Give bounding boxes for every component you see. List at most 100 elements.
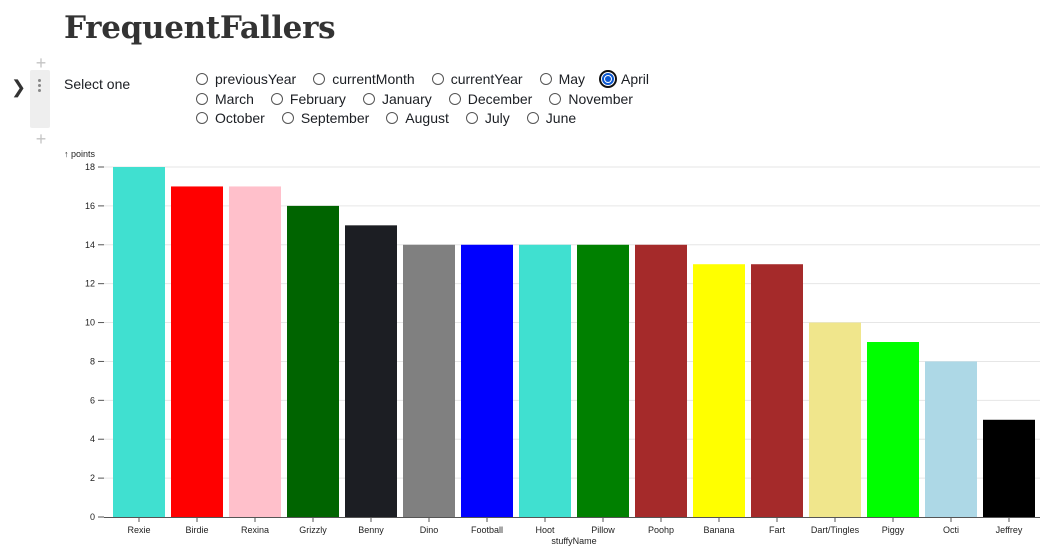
radio-button[interactable] — [196, 93, 208, 105]
radio-option-september[interactable]: September — [281, 110, 370, 126]
x-tick-label: Pillow — [591, 525, 615, 535]
radio-button[interactable] — [431, 73, 444, 85]
x-tick-label: Poohp — [648, 525, 674, 535]
y-tick-label: 10 — [85, 318, 95, 328]
y-tick-label: 8 — [90, 356, 95, 366]
radio-option-january[interactable]: January — [362, 91, 432, 107]
radio-button[interactable] — [448, 93, 461, 105]
radio-option-march[interactable]: March — [196, 91, 254, 107]
radio-option-label: March — [215, 91, 254, 107]
bar-dart-tingles — [809, 322, 861, 517]
bar-benny — [345, 225, 397, 518]
radio-option-label: previousYear — [215, 71, 297, 87]
y-tick-label: 12 — [85, 279, 95, 289]
radio-button[interactable] — [539, 73, 552, 85]
radio-button[interactable] — [465, 112, 478, 124]
radio-option-april[interactable]: April — [599, 70, 650, 88]
x-tick-label: Football — [471, 525, 503, 535]
radio-option-february[interactable]: February — [270, 91, 346, 107]
radio-option-november[interactable]: November — [549, 91, 633, 107]
radio-button[interactable] — [386, 112, 399, 124]
y-tick-label: 4 — [90, 434, 95, 444]
bar-rexie — [113, 167, 165, 517]
radio-option-label: May — [558, 71, 586, 87]
x-tick-label: Birdie — [185, 525, 208, 535]
add-cell-above-plus-icon[interactable]: + — [35, 53, 47, 73]
radio-option-december[interactable]: December — [448, 91, 533, 107]
radio-option-label: August — [405, 110, 449, 126]
radio-row: October September August July June — [196, 108, 593, 128]
x-tick-label: Rexie — [127, 525, 150, 535]
radio-option-label: November — [568, 91, 633, 107]
radio-option-label: September — [300, 110, 370, 126]
radio-option-previousyear[interactable]: previousYear — [196, 71, 296, 87]
radio-button[interactable] — [599, 70, 618, 88]
radio-row: March February January December November — [196, 89, 650, 109]
bar-football — [461, 244, 513, 517]
y-tick-label: 16 — [85, 201, 95, 211]
x-tick-label: Hoot — [535, 525, 555, 535]
y-tick-label: 2 — [90, 473, 95, 483]
radio-option-label: January — [381, 91, 432, 107]
y-tick-label: 14 — [85, 240, 95, 250]
x-tick-label: Rexina — [241, 525, 269, 535]
radio-button[interactable] — [196, 73, 208, 85]
x-axis-label: stuffyName — [551, 536, 596, 546]
page-title: FrequentFallers — [64, 10, 336, 46]
bar-banana — [693, 264, 745, 517]
radio-option-label: June — [545, 110, 577, 126]
x-tick-label: Dino — [420, 525, 439, 535]
radio-option-label: April — [621, 71, 650, 87]
drag-handle-icon — [38, 79, 42, 94]
radio-button[interactable] — [313, 73, 326, 85]
x-tick-label: Banana — [703, 525, 734, 535]
radio-button[interactable] — [270, 93, 283, 105]
radio-option-currentmonth[interactable]: currentMonth — [313, 71, 415, 87]
x-tick-label: Benny — [358, 525, 384, 535]
radio-option-label: currentYear — [450, 71, 523, 87]
chevron-right-icon[interactable]: ❯ — [11, 77, 27, 97]
radio-option-label: December — [467, 91, 533, 107]
bar-hoot — [519, 244, 571, 517]
radio-option-october[interactable]: October — [196, 110, 265, 126]
radio-option-may[interactable]: May — [539, 71, 586, 87]
radio-option-august[interactable]: August — [386, 110, 449, 126]
radio-button[interactable] — [196, 112, 208, 124]
radio-option-label: February — [289, 91, 346, 107]
x-tick-label: Jeffrey — [996, 525, 1023, 535]
radio-button[interactable] — [549, 93, 562, 105]
bar-fart — [751, 264, 803, 517]
y-tick-label: 0 — [90, 512, 95, 522]
bar-jeffrey — [983, 419, 1035, 517]
cell-drag-handle[interactable] — [30, 70, 50, 128]
bar-poohp — [635, 244, 687, 517]
y-axis-label: ↑ points — [64, 149, 96, 159]
radio-option-june[interactable]: June — [526, 110, 577, 126]
radio-option-currentyear[interactable]: currentYear — [431, 71, 523, 87]
y-tick-label: 18 — [85, 162, 95, 172]
bar-dino — [403, 244, 455, 517]
radio-button[interactable] — [362, 93, 375, 105]
x-tick-label: Piggy — [882, 525, 905, 535]
radio-option-label: July — [484, 110, 510, 126]
bar-birdie — [171, 186, 223, 517]
bar-rexina — [229, 186, 281, 517]
x-tick-label: Octi — [943, 525, 959, 535]
bar-octi — [925, 361, 977, 517]
y-tick-label: 6 — [90, 395, 95, 405]
add-cell-below-plus-icon[interactable]: + — [35, 129, 47, 149]
radio-option-july[interactable]: July — [465, 110, 510, 126]
x-tick-label: Fart — [769, 525, 786, 535]
radio-button[interactable] — [281, 112, 294, 124]
bar-pillow — [577, 244, 629, 517]
bar-piggy — [867, 342, 919, 517]
x-tick-label: Grizzly — [299, 525, 327, 535]
radio-group-label: Select one — [64, 76, 131, 92]
bar-grizzly — [287, 205, 339, 517]
x-tick-label: Dart/Tingles — [811, 525, 860, 535]
radio-row: previousYear currentMonth currentYear May Ap… — [196, 69, 666, 89]
radio-option-label: October — [215, 110, 265, 126]
radio-button[interactable] — [526, 112, 539, 124]
radio-option-label: currentMonth — [332, 71, 415, 87]
